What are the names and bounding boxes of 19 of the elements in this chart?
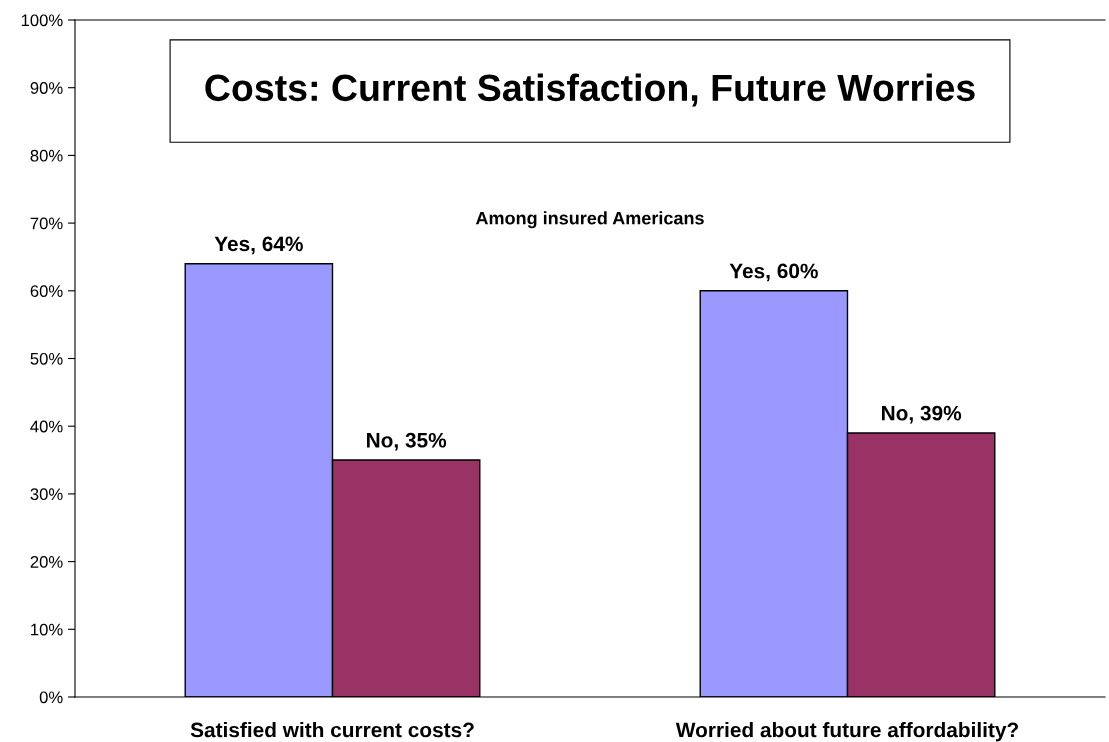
data-label: No, 35%: [367, 432, 447, 451]
data-label: Yes, 64%: [214, 236, 303, 255]
y-tick-label: 60%: [30, 285, 63, 297]
y-tick-label: 50%: [30, 352, 63, 365]
y-tick-label: 80%: [30, 149, 63, 162]
x-tick-label: Worried about future affordability?: [675, 722, 1018, 742]
y-tick-label: 90%: [30, 82, 63, 94]
annotation: Among insured Americans: [475, 211, 704, 229]
text: Costs: Current Satisfaction, Future Worries: [205, 73, 975, 107]
y-tick-label: 40%: [30, 420, 63, 433]
data-label: Yes, 60%: [729, 263, 818, 282]
y-tick-label: 70%: [30, 217, 63, 230]
y-tick-label: 20%: [30, 556, 63, 568]
y-tick-label: 100%: [21, 14, 63, 27]
data-label: No, 39%: [882, 405, 962, 424]
x-tick-label: Satisfied with current costs?: [190, 722, 474, 738]
y-tick-label: 10%: [31, 623, 63, 636]
y-tick-label: 30%: [30, 488, 63, 501]
y-tick-label: 0%: [39, 691, 63, 704]
